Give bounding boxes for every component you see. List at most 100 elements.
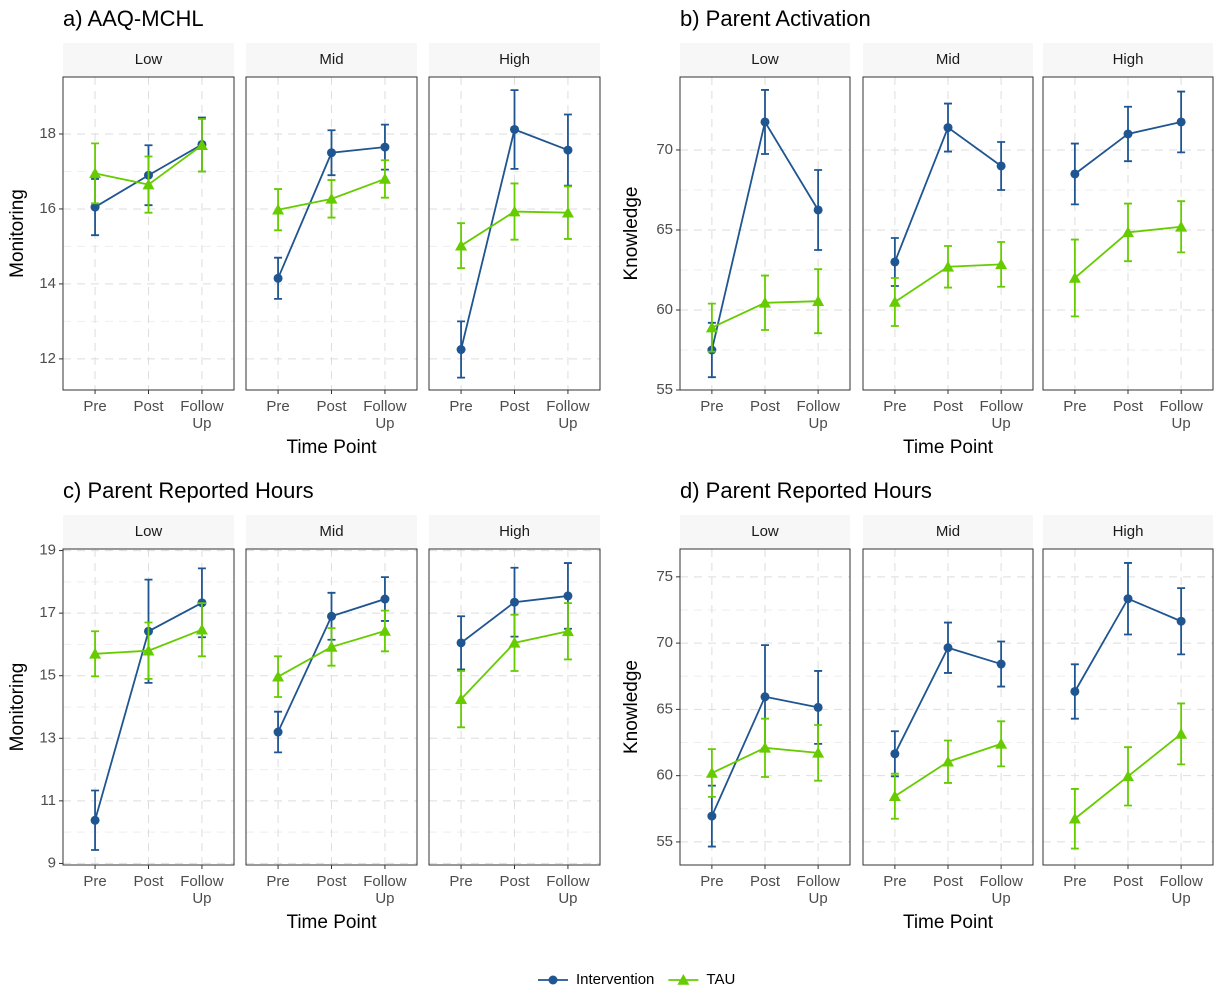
x-tick-label: Follow Up	[796, 873, 840, 907]
point	[90, 815, 100, 825]
point	[327, 611, 336, 621]
point	[942, 260, 954, 272]
point	[813, 205, 823, 215]
x-tick-label: Pre	[83, 873, 107, 890]
point	[677, 974, 690, 985]
x-tick-label: Pre	[449, 873, 473, 890]
facet-label: High	[499, 523, 530, 540]
x-tick-label: Pre	[266, 873, 290, 890]
strip	[246, 43, 417, 77]
x-tick-label: Follow Up	[363, 873, 407, 907]
panel-border	[1042, 548, 1214, 866]
x-tick-label: Post	[932, 398, 963, 415]
chart-title: d) Parent Reported Hours	[680, 478, 932, 503]
x-tick-label: Post	[932, 873, 963, 890]
facet-label: High	[1113, 51, 1144, 68]
y-tick-label: 9	[48, 854, 56, 871]
y-tick-label: 14	[39, 275, 56, 292]
point	[707, 811, 717, 821]
x-tick-label: Follow Up	[979, 398, 1023, 432]
x-tick-label: Pre	[700, 873, 724, 890]
chart-title: a) AAQ-MCHL	[63, 6, 204, 31]
strip	[63, 43, 234, 77]
strip	[863, 43, 1033, 77]
x-axis-label: Time Point	[286, 437, 377, 458]
point	[1122, 226, 1134, 238]
point	[548, 975, 558, 985]
point	[812, 295, 825, 306]
x-tick-label: Follow Up	[180, 398, 224, 432]
point	[563, 145, 573, 155]
x-tick-label: Pre	[883, 398, 907, 415]
x-tick-label: Pre	[1063, 873, 1087, 890]
y-axis-label: Knowledge	[621, 186, 642, 280]
x-tick-label: Post	[749, 398, 780, 415]
strip	[429, 515, 600, 549]
point	[1122, 770, 1134, 782]
x-tick-label: Pre	[83, 398, 107, 415]
point	[888, 790, 901, 802]
y-tick-label: 16	[39, 200, 56, 217]
strip	[1043, 515, 1213, 549]
point	[90, 202, 100, 212]
point	[1175, 220, 1188, 232]
y-tick-label: 19	[39, 542, 56, 559]
point	[561, 206, 574, 218]
x-tick-label: Post	[499, 398, 530, 415]
y-tick-label: 13	[39, 729, 56, 746]
panel-border	[862, 76, 1034, 391]
point	[273, 273, 283, 283]
facet-label: Mid	[936, 51, 960, 68]
x-tick-label: Pre	[449, 398, 473, 415]
point	[456, 638, 466, 648]
x-tick-label: Follow Up	[546, 398, 590, 432]
y-tick-label: 60	[656, 767, 673, 784]
point	[759, 741, 771, 753]
point	[943, 123, 953, 133]
point	[812, 746, 825, 758]
point	[1068, 812, 1081, 824]
x-tick-label: Post	[749, 873, 780, 890]
point	[272, 670, 285, 682]
y-tick-label: 17	[39, 604, 56, 621]
point	[1123, 594, 1133, 604]
point	[890, 749, 900, 759]
x-tick-label: Follow Up	[180, 873, 224, 907]
strip	[680, 515, 850, 549]
x-tick-label: Follow Up	[796, 398, 840, 432]
x-tick-label: Pre	[266, 398, 290, 415]
x-tick-label: Pre	[700, 398, 724, 415]
facet-label: High	[1113, 523, 1144, 540]
point	[705, 321, 718, 333]
panel-border	[428, 76, 601, 391]
point	[943, 643, 953, 653]
point	[942, 755, 954, 767]
strip	[863, 515, 1033, 549]
point	[1123, 129, 1133, 139]
panel-border	[62, 76, 235, 391]
point	[1176, 117, 1186, 127]
panel-border	[62, 548, 235, 866]
facet-label: Low	[751, 51, 779, 68]
y-tick-label: 70	[656, 141, 673, 158]
strip	[429, 43, 600, 77]
y-tick-label: 15	[39, 667, 56, 684]
point	[380, 142, 390, 152]
x-tick-label: Post	[1112, 398, 1143, 415]
point	[995, 737, 1008, 749]
y-tick-label: 55	[656, 833, 673, 850]
point	[996, 659, 1006, 669]
point	[325, 192, 338, 204]
x-tick-label: Post	[499, 873, 530, 890]
point	[1068, 271, 1081, 283]
strip	[1043, 43, 1213, 77]
panel-border	[679, 76, 851, 391]
point	[195, 139, 208, 151]
point	[561, 625, 574, 637]
x-tick-label: Post	[133, 398, 164, 415]
y-axis-label: Monitoring	[7, 189, 28, 278]
facet-label: Low	[135, 523, 163, 540]
y-tick-label: 65	[656, 700, 673, 717]
point	[510, 597, 519, 607]
